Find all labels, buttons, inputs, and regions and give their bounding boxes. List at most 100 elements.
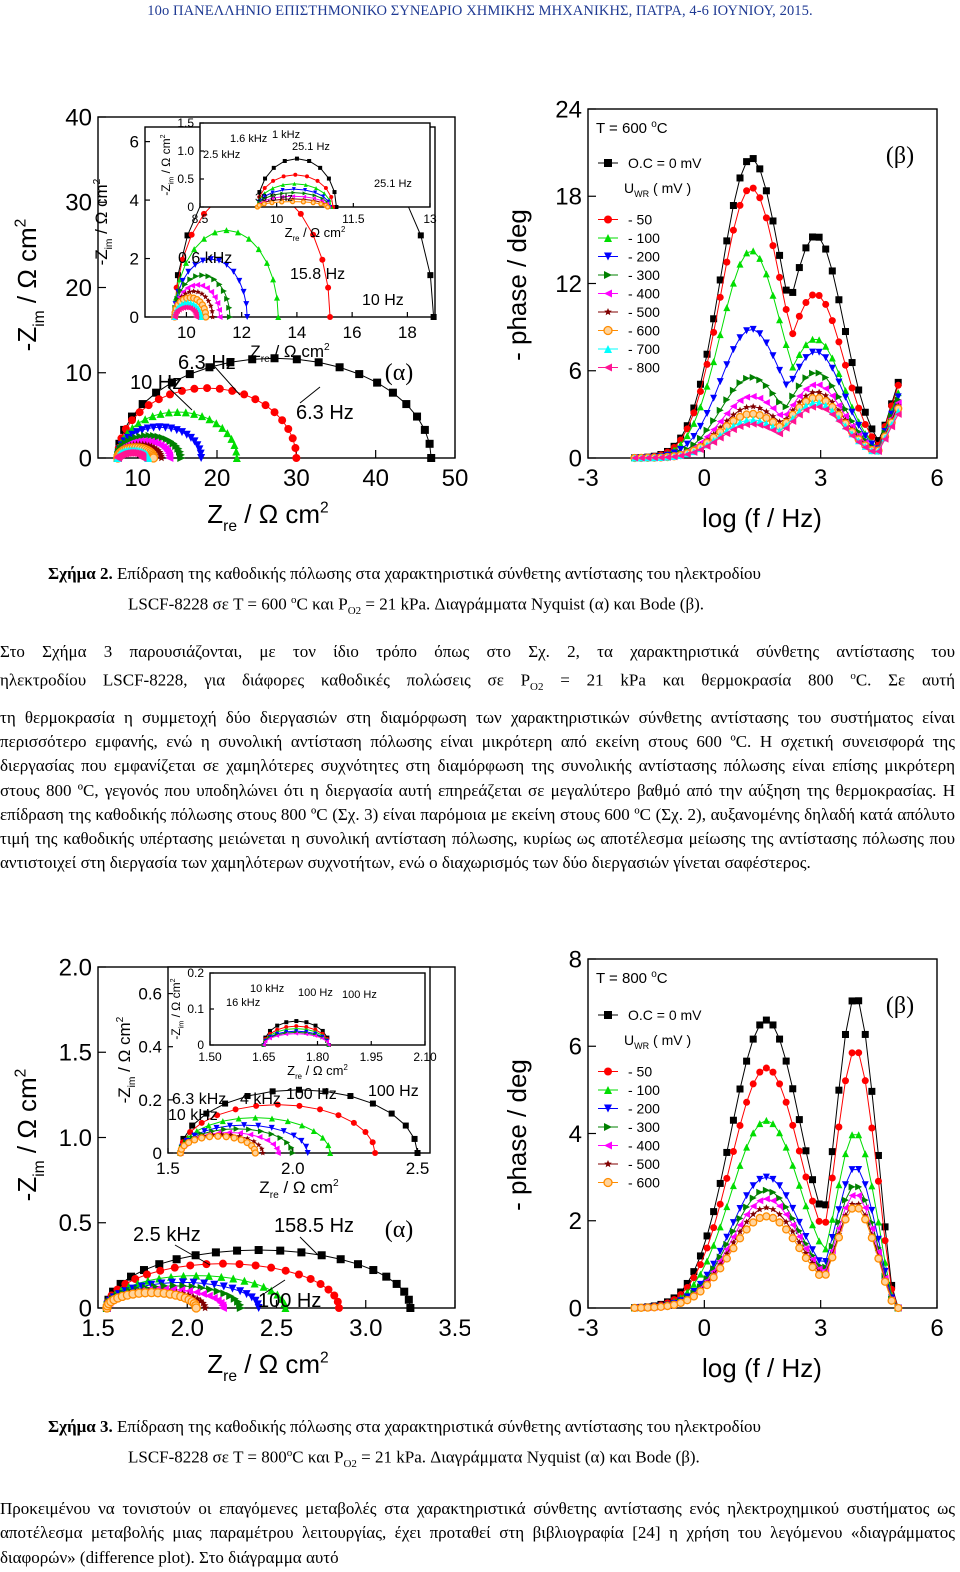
fig2b-point — [881, 435, 889, 443]
fig3b-point — [762, 1064, 770, 1072]
fig3a-point — [191, 1303, 201, 1313]
fig2a-inset2-xtick-label: 11.5 — [342, 212, 365, 226]
fig2a-point — [413, 412, 422, 421]
fig3a-point — [254, 1304, 263, 1312]
fig3a-inset2-annotation: 16 kHz — [226, 997, 260, 1009]
fig3a-annotation-arrow — [299, 1236, 321, 1258]
fig2b-point — [716, 406, 724, 414]
fig3a-inset1-point — [198, 1119, 205, 1126]
fig3a-ylabel: -Zim / Ω cm2 — [12, 1069, 48, 1202]
fig3a-inset1-point — [205, 1122, 212, 1129]
fig2a-inset1-point — [211, 276, 218, 283]
fig2b-point — [802, 392, 810, 399]
fig3a-inset2-point — [275, 1027, 280, 1032]
fig2a-inset1-point — [226, 314, 233, 320]
fig2b-legend-marker — [604, 215, 612, 224]
fig2a-inset2-point — [332, 190, 337, 195]
fig2b-point — [802, 244, 810, 252]
fig2a-inset2-point — [279, 199, 285, 205]
fig2b-point — [703, 409, 711, 417]
fig3a-inset1-point — [264, 1137, 271, 1144]
fig3a-point — [273, 1290, 282, 1299]
fig2b-point — [809, 399, 817, 407]
fig2b-point — [756, 165, 764, 173]
fig3a-inset2-point — [284, 1029, 289, 1034]
fig2b-point — [663, 453, 671, 461]
fig3a-inset1-ytick-label: 0.6 — [138, 985, 162, 1004]
fig3a-inset1-point — [284, 1139, 291, 1146]
fig3b-point — [762, 1195, 770, 1203]
fig3a-point — [235, 1260, 244, 1269]
fig3a-point — [116, 1279, 125, 1288]
fig2a-point — [166, 390, 175, 399]
fig2a-point — [240, 390, 249, 399]
fig2a-point — [195, 445, 204, 454]
fig2a-inset1-xtick-label: 18 — [398, 323, 417, 342]
fig2a-inset1-point — [236, 277, 243, 284]
fig2a-point — [150, 432, 159, 441]
fig3b-point — [868, 1182, 876, 1190]
fig2a-inset1-annotation: 10 Hz — [362, 292, 404, 309]
fig2b-point — [749, 403, 757, 410]
fig2a-annotation-arrow — [167, 386, 193, 411]
fig3a-point — [211, 1248, 220, 1257]
fig2a-inset2-point — [263, 176, 268, 181]
fig2b-point — [841, 328, 849, 336]
fig3b-point — [841, 1204, 849, 1212]
fig2a-point — [154, 395, 163, 404]
fig2b-legend-label: - 800 — [628, 360, 660, 376]
fig3b-point — [716, 1247, 724, 1255]
fig2a-inset1-point — [255, 246, 262, 253]
fig3b-point — [815, 1237, 823, 1245]
fig2a-inset2-annotation: 1.6 kHz — [230, 133, 267, 145]
fig2a-point — [165, 454, 174, 462]
fig3b-point — [848, 1192, 856, 1200]
caption-text: = 21 kPa. Διαγράμματα Nyquist (α) και Bo… — [365, 594, 705, 614]
fig3b-point — [729, 1182, 737, 1190]
fig2b-point — [743, 158, 751, 166]
fig3b-point — [756, 1175, 764, 1183]
fig2b-point — [789, 417, 797, 425]
fig3b-point — [716, 1179, 724, 1187]
fig2b-point — [795, 392, 803, 400]
fig3a-point — [229, 1274, 238, 1283]
fig3a-inset1-point — [327, 1150, 334, 1156]
axis-label-unit: / Ω cm — [302, 1063, 344, 1078]
axis-label-sup: 2 — [333, 1178, 339, 1189]
fig2a-inset2-point — [280, 191, 285, 196]
fig2b-point — [716, 378, 724, 386]
fig3a-inset1-point — [235, 1115, 242, 1122]
temperature-text: T = 800 — [596, 970, 651, 987]
fig3b-point — [789, 1221, 797, 1229]
fig3a-point — [334, 1304, 343, 1312]
fig3b-point — [795, 1181, 803, 1189]
fig2b-point — [743, 187, 751, 195]
fig2a-inset1-point — [226, 304, 233, 311]
fig3b-point — [835, 1086, 843, 1094]
fig3b-point — [769, 1188, 777, 1196]
fig2a-inset1-xlabel: Zre / Ω cm2 — [250, 342, 330, 365]
fig2a-inset1-point — [224, 295, 231, 302]
fig3a-inset2-point — [294, 1029, 299, 1034]
fig3a-inset1-point — [180, 1135, 187, 1142]
fig3b-point — [690, 1274, 698, 1282]
fig2a-inset1-point — [199, 290, 205, 297]
fig2b-point — [822, 300, 830, 308]
fig2a-inset2-point — [323, 186, 328, 191]
axis-label-main: Z — [287, 1063, 295, 1078]
fig2b-point — [776, 251, 784, 259]
axis-label-sup: 2 — [324, 342, 330, 353]
fig2a-inset1-point — [417, 232, 424, 239]
fig3a-inset2-point — [320, 1036, 325, 1041]
fig3b-point — [729, 1233, 737, 1241]
fig2a-inset1-point — [223, 227, 230, 234]
fig3a-inset1-point — [322, 1088, 329, 1095]
fig2b-point — [802, 298, 810, 306]
fig3b-point — [749, 1202, 757, 1210]
fig2a-inset2-point — [280, 182, 285, 187]
fig2a-point — [138, 454, 147, 462]
fig2b-point — [743, 421, 751, 429]
fig2a-inset2-annotation: 1 kHz — [272, 129, 300, 141]
fig2a-xtick-label: 40 — [362, 465, 389, 492]
fig2a-inset2-point — [294, 156, 299, 161]
